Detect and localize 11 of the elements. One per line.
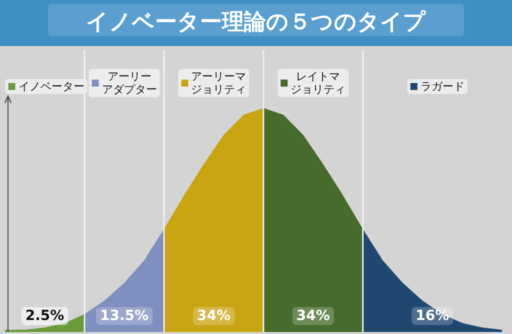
chart-title: イノベーター理論の５つのタイプ [86,10,426,35]
legend-label: アーリーアダプター [102,70,157,96]
legend-label: ラガード [420,80,464,93]
annotation: 34% [196,308,230,324]
legend-label: イノベーター [18,80,84,93]
legend-label: レイトマジョリティ [290,70,346,96]
annotation: 16% [416,308,450,324]
annotation: 2.5% [25,308,64,324]
annotation: 13.5% [100,308,149,324]
annotation: 34% [296,308,330,324]
legend-label: アーリーマジョリティ [191,70,246,96]
